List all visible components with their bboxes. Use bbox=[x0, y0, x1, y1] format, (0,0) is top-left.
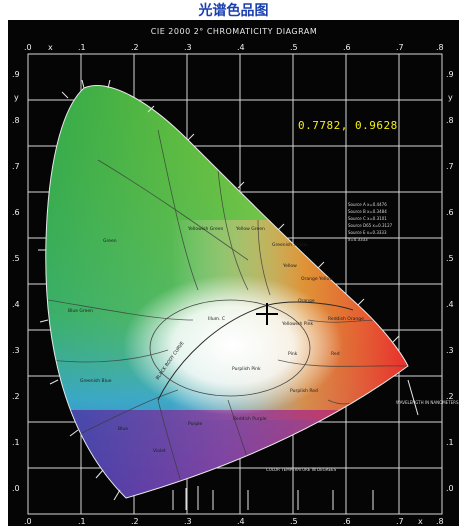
label-yellow-green: Yellow Green bbox=[235, 226, 265, 232]
tick-left-5: .5 bbox=[12, 254, 20, 263]
label-blue-green: Blue Green bbox=[68, 308, 93, 314]
tick-bottom-0: .0 bbox=[24, 517, 32, 526]
tick-right-2: .2 bbox=[446, 392, 454, 401]
tick-top-0: .0 bbox=[24, 43, 32, 52]
label-reddish-orange: Reddish Orange bbox=[328, 316, 364, 322]
label-orange: Orange bbox=[298, 298, 315, 304]
tick-top-5: .5 bbox=[290, 43, 298, 52]
diagram-canvas: .0 .1 .2 .3 .4 .5 .6 .7 .8 x .0 .1 .2 .3… bbox=[12, 27, 459, 526]
label-wavelength: WAVELENGTH IN NANOMETERS bbox=[396, 400, 459, 405]
tick-bottom-7: .7 bbox=[396, 517, 404, 526]
axis-letter-top: x bbox=[48, 43, 53, 52]
tick-left-0: .0 bbox=[12, 484, 20, 493]
label-greenish-blue: Greenish Blue bbox=[80, 378, 112, 384]
source-legend: Source A x=0.4476 Source B x=0.3484 Sour… bbox=[348, 202, 393, 242]
spectral-locus bbox=[45, 85, 408, 498]
label-purplish-pink: Purplish Pink bbox=[232, 366, 261, 372]
tick-left-4: .4 bbox=[12, 300, 20, 309]
tick-top-7: .7 bbox=[396, 43, 404, 52]
label-greenish-yellow: Greenish Yellow bbox=[272, 242, 308, 248]
tick-bottom-3: .3 bbox=[184, 517, 192, 526]
tick-left-9: .9 bbox=[12, 70, 20, 79]
tick-top-6: .6 bbox=[343, 43, 351, 52]
label-violet: Violet bbox=[153, 448, 166, 454]
tick-top-4: .4 bbox=[237, 43, 245, 52]
tick-left-8: .8 bbox=[12, 116, 20, 125]
source-legend-3: Source D65 x=0.3127 bbox=[348, 223, 393, 228]
tick-left-1: .1 bbox=[12, 438, 20, 447]
crosshair-icon bbox=[256, 303, 278, 325]
tick-left-6: .6 bbox=[12, 208, 20, 217]
label-yellow: Yellow bbox=[282, 263, 297, 269]
chromaticity-diagram[interactable]: .0 .1 .2 .3 .4 .5 .6 .7 .8 x .0 .1 .2 .3… bbox=[8, 20, 459, 526]
tick-right-1: .1 bbox=[446, 438, 454, 447]
source-legend-5: x=0.3333 bbox=[348, 237, 368, 242]
tick-left-7: .7 bbox=[12, 162, 20, 171]
tick-bottom-8: .8 bbox=[436, 517, 444, 526]
tick-top-3: .3 bbox=[184, 43, 192, 52]
label-yellowish-green: Yellowish Green bbox=[187, 226, 224, 232]
label-purplish-red: Purplish Red bbox=[290, 388, 318, 394]
tick-right-3: .3 bbox=[446, 346, 454, 355]
tick-bottom-2: .2 bbox=[131, 517, 139, 526]
axis-letter-right: y bbox=[448, 93, 453, 102]
label-pink: Pink bbox=[288, 351, 298, 357]
tick-right-7: .7 bbox=[446, 162, 454, 171]
source-legend-4: Source E x=0.3333 bbox=[348, 230, 387, 235]
label-green: Green bbox=[103, 238, 117, 244]
tick-top-2: .2 bbox=[131, 43, 139, 52]
tick-right-0: .0 bbox=[446, 484, 454, 493]
source-legend-2: Source C x=0.3101 bbox=[348, 216, 387, 221]
tick-right-9: .9 bbox=[446, 70, 454, 79]
tick-left-3: .3 bbox=[12, 346, 20, 355]
coordinate-readout: 0.7782, 0.9628 bbox=[298, 119, 398, 132]
label-red: Red bbox=[331, 351, 340, 357]
axis-letter-left: y bbox=[14, 93, 19, 102]
tick-right-5: .5 bbox=[446, 254, 454, 263]
label-yellowish-pink: Yellowish Pink bbox=[281, 321, 313, 327]
source-legend-1: Source B x=0.3484 bbox=[348, 209, 387, 214]
tick-right-8: .8 bbox=[446, 116, 454, 125]
tick-bottom-4: .4 bbox=[237, 517, 245, 526]
label-white: Illum. C bbox=[208, 316, 225, 322]
tick-bottom-5: .5 bbox=[290, 517, 298, 526]
tick-top-8: .8 bbox=[436, 43, 444, 52]
axis-letter-bottom: x bbox=[418, 517, 423, 526]
tick-right-4: .4 bbox=[446, 300, 454, 309]
label-orange-yellow: Orange Yellow bbox=[301, 276, 333, 282]
tick-top-1: .1 bbox=[78, 43, 86, 52]
tick-bottom-6: .6 bbox=[343, 517, 351, 526]
label-purple: Purple bbox=[188, 421, 202, 427]
label-color-temp: COLOR TEMPERATURE IN DEGREES bbox=[266, 467, 337, 472]
diagram-title: CIE 2000 2° CHROMATICITY DIAGRAM bbox=[151, 27, 317, 36]
wavelength-ticks bbox=[38, 79, 400, 501]
label-blue: Blue bbox=[118, 426, 128, 432]
tick-bottom-1: .1 bbox=[78, 517, 86, 526]
source-legend-0: Source A x=0.4476 bbox=[348, 202, 387, 207]
label-reddish-purple: Reddish Purple bbox=[233, 416, 267, 422]
temperature-ticks bbox=[172, 379, 419, 510]
tick-right-6: .6 bbox=[446, 208, 454, 217]
window-title: 光谱色品图 bbox=[198, 3, 269, 19]
tick-left-2: .2 bbox=[12, 392, 20, 401]
